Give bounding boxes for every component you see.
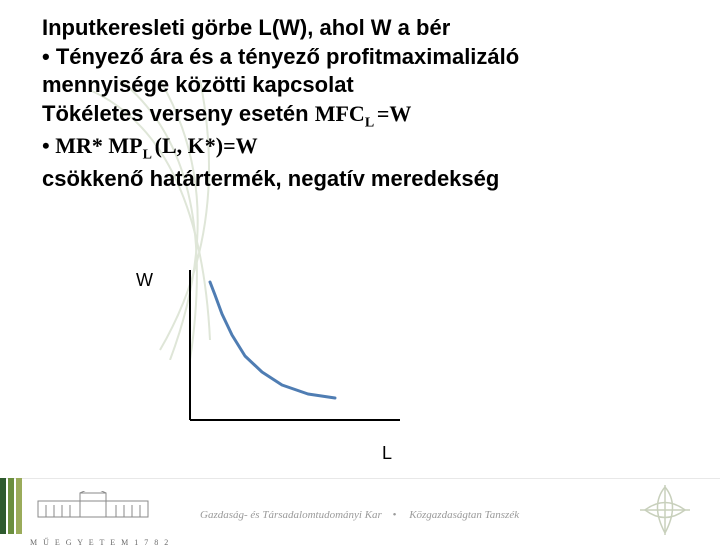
footer-text: Gazdaság- és Társadalomtudományi Kar • K… xyxy=(200,509,519,521)
line-5b: (L, K*)=W xyxy=(155,133,258,158)
line-4a: Tökéletes verseny esetén xyxy=(42,101,315,126)
line-4-sub: L xyxy=(365,115,377,130)
y-axis-label: W xyxy=(136,270,153,291)
line-4: Tökéletes verseny esetén MFCL =W xyxy=(42,100,700,133)
line-5-sub: L xyxy=(143,148,155,163)
line-2: • Tényező ára és a tényező profitmaximal… xyxy=(42,43,700,72)
line-4-eq: =W xyxy=(377,101,412,126)
separator-dot: • xyxy=(393,509,399,521)
demand-curve-chart: W L xyxy=(160,270,420,460)
line-5a: • MR* MP xyxy=(42,133,143,158)
x-axis-label: L xyxy=(382,443,392,464)
chart-svg xyxy=(160,270,420,440)
demand-curve xyxy=(210,282,335,398)
line-4-mfc: MFC xyxy=(315,101,365,126)
footer-emblem-icon xyxy=(640,485,690,535)
slide-text: Inputkeresleti görbe L(W), ahol W a bér … xyxy=(42,14,700,194)
line-3: mennyisége közötti kapcsolat xyxy=(42,71,700,100)
dept-2: Közgazdaságtan Tanszék xyxy=(409,509,519,521)
university-logo: M Ű E G Y E T E M 1 7 8 2 xyxy=(30,491,180,547)
footer-bars-icon xyxy=(0,478,24,534)
footer: M Ű E G Y E T E M 1 7 8 2 Gazdaság- és T… xyxy=(0,478,720,540)
line-5: • MR* MPL (L, K*)=W xyxy=(42,132,700,165)
university-name: M Ű E G Y E T E M 1 7 8 2 xyxy=(30,538,180,547)
line-1: Inputkeresleti görbe L(W), ahol W a bér xyxy=(42,14,700,43)
line-6: csökkenő határtermék, negatív meredekség xyxy=(42,165,700,194)
dept-1: Gazdaság- és Társadalomtudományi Kar xyxy=(200,509,382,521)
